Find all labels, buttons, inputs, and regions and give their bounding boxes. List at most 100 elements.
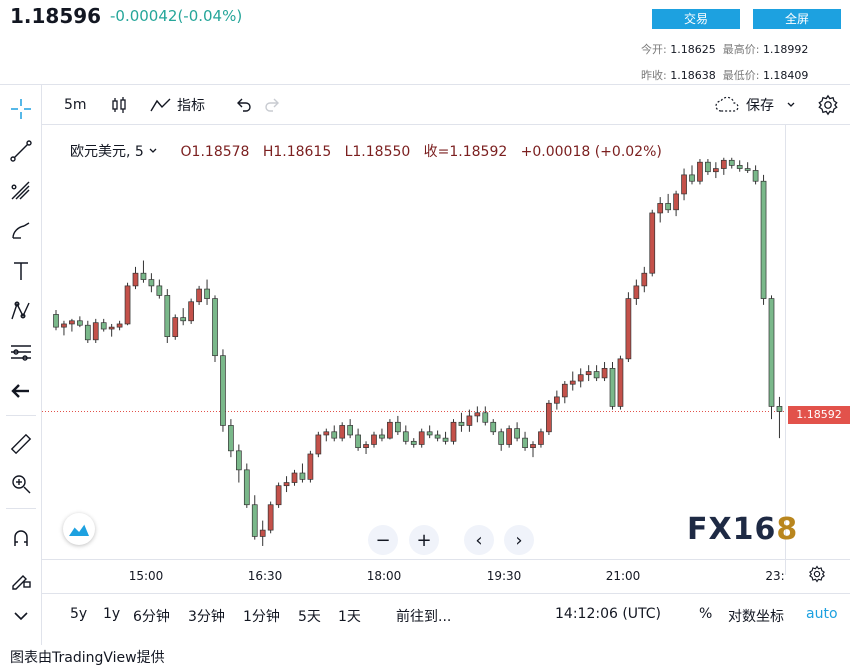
lock-drawing-icon[interactable]: [5, 562, 37, 594]
candle: [601, 362, 608, 382]
candle-body: [577, 374, 584, 382]
candle-body: [275, 485, 282, 506]
candle: [140, 260, 147, 283]
stats-row-2: 昨收: 1.18638 最低价: 1.18409: [641, 67, 808, 83]
axis-settings-icon[interactable]: [808, 565, 826, 587]
zoom-in-button[interactable]: +: [409, 525, 439, 555]
candle-type-icon[interactable]: [110, 93, 128, 117]
ruler-icon[interactable]: [5, 428, 37, 460]
time-axis[interactable]: 15:00 16:30 18:00 19:30 21:00 23:: [42, 559, 850, 589]
candle-body: [776, 406, 783, 412]
candle: [506, 425, 512, 448]
save-button[interactable]: 保存: [714, 93, 796, 117]
indicators-button[interactable]: 指标: [150, 93, 205, 117]
candle-body: [307, 453, 314, 480]
watermark-text: FX16: [687, 512, 777, 547]
candle: [371, 431, 377, 448]
chart-pane[interactable]: 欧元美元, 5 O1.18578 H1.18615 L1.18550 收=1.1…: [42, 125, 850, 575]
undo-icon[interactable]: [234, 93, 252, 117]
trend-line-icon[interactable]: [5, 135, 37, 167]
range-3min[interactable]: 3分钟: [188, 609, 225, 625]
candle-body: [92, 322, 99, 341]
candle: [458, 412, 465, 432]
candle: [84, 320, 91, 343]
candle-body: [339, 425, 346, 439]
trade-button[interactable]: 交易: [652, 9, 740, 29]
fullscreen-button[interactable]: 全屏: [753, 9, 841, 29]
candle-body: [585, 371, 592, 376]
candle: [355, 428, 361, 451]
candle: [188, 298, 194, 324]
candle-body: [482, 412, 489, 423]
symbol-label[interactable]: 欧元美元, 5: [70, 144, 144, 160]
tradingview-logo-icon: [69, 523, 89, 536]
candle-body: [212, 298, 218, 357]
range-5d[interactable]: 5天: [298, 609, 321, 625]
clock-display[interactable]: 14:12:06 (UTC): [555, 606, 662, 622]
prediction-tool-icon[interactable]: [5, 335, 37, 367]
legend-open: O1.18578: [180, 144, 250, 160]
candle: [760, 174, 767, 305]
candle: [490, 419, 497, 435]
candle: [585, 365, 592, 382]
scroll-right-button[interactable]: ›: [504, 525, 534, 555]
candle: [720, 157, 727, 175]
brush-icon[interactable]: [5, 215, 37, 247]
indicators-label: 指标: [177, 98, 205, 114]
chevron-down-icon[interactable]: [148, 146, 158, 156]
scroll-left-button[interactable]: ‹: [464, 525, 494, 555]
range-5y[interactable]: 5y: [70, 606, 88, 622]
chart-toolbar: 5m 指标 保存: [42, 85, 850, 125]
goto-date-button[interactable]: 前往到...: [396, 609, 452, 625]
tradingview-logo[interactable]: [63, 513, 95, 545]
candle-body: [228, 425, 234, 452]
candle-body: [522, 437, 528, 448]
candlestick-chart[interactable]: [42, 125, 850, 575]
candle-body: [466, 415, 473, 426]
gear-icon[interactable]: [817, 93, 839, 117]
redo-icon[interactable]: [264, 93, 282, 117]
candle-body: [553, 396, 560, 404]
percent-toggle[interactable]: %: [699, 606, 713, 622]
fib-tool-icon[interactable]: [5, 175, 37, 207]
candle-body: [204, 288, 210, 299]
candle: [108, 323, 115, 337]
candle: [657, 197, 664, 223]
save-label: 保存: [746, 98, 774, 114]
candle-body: [720, 159, 727, 169]
magnet-icon[interactable]: [5, 522, 37, 554]
high-label: 最高价:: [722, 43, 760, 56]
time-tick: 15:00: [128, 569, 164, 583]
crosshair-icon[interactable]: [5, 93, 37, 125]
range-6min[interactable]: 6分钟: [133, 609, 170, 625]
pattern-tool-icon[interactable]: [5, 295, 37, 327]
candle-body: [569, 380, 576, 385]
zoom-out-button[interactable]: −: [368, 525, 398, 555]
candle-body: [728, 159, 735, 166]
log-scale-toggle[interactable]: 对数坐标: [728, 609, 784, 625]
range-1d[interactable]: 1天: [338, 609, 361, 625]
auto-scale-toggle[interactable]: auto: [806, 606, 838, 622]
candle-body: [681, 174, 687, 195]
candle: [116, 320, 123, 331]
candle: [156, 279, 163, 299]
high-value: 1.18992: [762, 43, 809, 56]
zoom-in-icon[interactable]: [5, 468, 37, 500]
candle-body: [267, 504, 274, 531]
back-arrow-icon[interactable]: [5, 375, 37, 407]
chevron-down-icon[interactable]: [5, 600, 37, 632]
candle-body: [490, 421, 497, 433]
time-tick: 18:00: [366, 569, 402, 583]
candle-body: [371, 434, 377, 445]
range-1y[interactable]: 1y: [103, 606, 121, 622]
text-tool-icon[interactable]: [5, 255, 37, 287]
range-1min[interactable]: 1分钟: [243, 609, 280, 625]
candle: [180, 308, 187, 326]
candle: [220, 349, 226, 432]
candle: [395, 415, 401, 435]
price-axis-border: [785, 125, 786, 575]
candle-body: [156, 285, 163, 296]
interval-button[interactable]: 5m: [64, 97, 87, 113]
candle-body: [331, 431, 338, 439]
candle-body: [474, 412, 481, 417]
